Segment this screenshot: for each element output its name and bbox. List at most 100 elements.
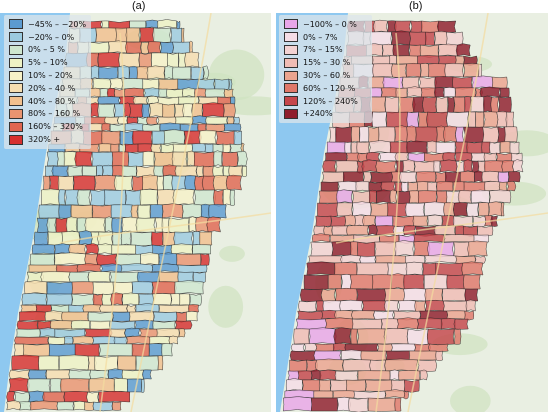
statistical-area	[324, 317, 354, 330]
statistical-area	[74, 151, 93, 167]
statistical-area	[156, 328, 180, 338]
statistical-area	[99, 304, 129, 313]
statistical-area	[404, 255, 425, 264]
statistical-area	[85, 243, 100, 255]
statistical-area	[478, 202, 490, 217]
statistical-area	[398, 300, 417, 312]
statistical-area	[84, 253, 98, 266]
statistical-area	[65, 216, 78, 233]
statistical-areas	[6, 19, 248, 412]
statistical-area	[13, 343, 25, 357]
statistical-area	[130, 231, 153, 247]
statistical-area	[139, 189, 158, 206]
statistical-area	[299, 288, 323, 303]
statistical-area	[121, 369, 144, 381]
statistical-area	[24, 280, 48, 295]
statistical-area	[426, 111, 448, 128]
statistical-area	[204, 88, 226, 98]
statistical-area	[6, 400, 21, 411]
statistical-area	[330, 379, 348, 392]
statistical-area	[484, 181, 501, 192]
statistical-area	[229, 189, 235, 206]
statistical-area	[359, 126, 370, 143]
statistical-area	[392, 44, 410, 57]
legend-item: 320% +	[9, 133, 87, 146]
statistical-area	[198, 231, 213, 246]
legend-label: 30% – 60 %	[303, 71, 351, 81]
statistical-area	[308, 255, 343, 264]
statistical-area	[368, 224, 378, 236]
statistical-area	[92, 281, 114, 295]
statistical-area	[318, 379, 331, 392]
statistical-area	[334, 310, 354, 320]
statistical-area	[95, 27, 117, 43]
statistical-area	[380, 318, 399, 330]
statistical-area	[136, 66, 149, 80]
statistical-area	[282, 396, 313, 412]
legend-swatch	[9, 44, 23, 55]
statistical-area	[499, 87, 510, 98]
legend-swatch	[9, 32, 23, 43]
statistical-area	[509, 141, 520, 155]
statistical-area	[313, 350, 342, 361]
legend-swatch	[284, 96, 298, 107]
statistical-area	[489, 189, 512, 204]
statistical-area	[439, 159, 458, 173]
statistical-area	[303, 274, 329, 290]
statistical-area	[455, 225, 464, 236]
statistical-area	[410, 20, 424, 33]
statistical-area	[368, 140, 392, 154]
statistical-area	[139, 328, 159, 338]
statistical-area	[168, 335, 179, 345]
statistical-area	[438, 43, 459, 57]
statistical-area	[331, 240, 353, 257]
statistical-area	[137, 143, 153, 153]
statistical-area	[386, 111, 408, 128]
statistical-area	[372, 63, 393, 78]
legend-swatch	[9, 134, 23, 145]
statistical-area	[151, 130, 165, 145]
statistical-area	[416, 317, 443, 330]
statistical-area	[186, 310, 198, 322]
statistical-area	[453, 328, 462, 345]
statistical-area	[335, 126, 352, 144]
statistical-area	[57, 175, 74, 191]
statistical-area	[157, 19, 178, 29]
statistical-area	[464, 310, 475, 321]
statistical-area	[389, 369, 400, 381]
statistical-area	[158, 271, 179, 283]
statistical-area	[320, 181, 339, 192]
statistical-area	[173, 231, 194, 246]
statistical-area	[475, 111, 485, 128]
statistical-area	[370, 202, 389, 218]
statistical-area	[394, 240, 415, 257]
statistical-area	[356, 288, 387, 302]
statistical-area	[335, 287, 358, 302]
statistical-area	[197, 123, 207, 132]
statistical-area	[213, 150, 223, 167]
statistical-area	[433, 160, 441, 173]
statistical-area	[142, 151, 155, 167]
statistical-area	[97, 52, 120, 68]
statistical-area	[417, 359, 438, 372]
statistical-area	[28, 264, 58, 273]
legend-item: 20% – 40 %	[9, 82, 87, 95]
statistical-area	[453, 202, 468, 217]
statistical-area	[117, 116, 128, 125]
statistical-area	[31, 243, 55, 255]
statistical-area	[471, 152, 486, 162]
statistical-area	[498, 96, 512, 114]
statistical-area	[149, 102, 164, 118]
statistical-area	[46, 369, 70, 380]
statistical-area	[121, 78, 144, 90]
statistical-area	[369, 31, 392, 46]
map-panel-a[interactable]	[0, 13, 271, 412]
statistical-area	[378, 126, 396, 143]
statistical-area	[54, 252, 87, 266]
statistical-area	[359, 255, 376, 264]
statistical-area	[51, 165, 69, 177]
statistical-area	[102, 164, 114, 177]
statistical-area	[26, 378, 51, 393]
statistical-area	[414, 300, 426, 312]
statistical-area	[405, 261, 424, 276]
